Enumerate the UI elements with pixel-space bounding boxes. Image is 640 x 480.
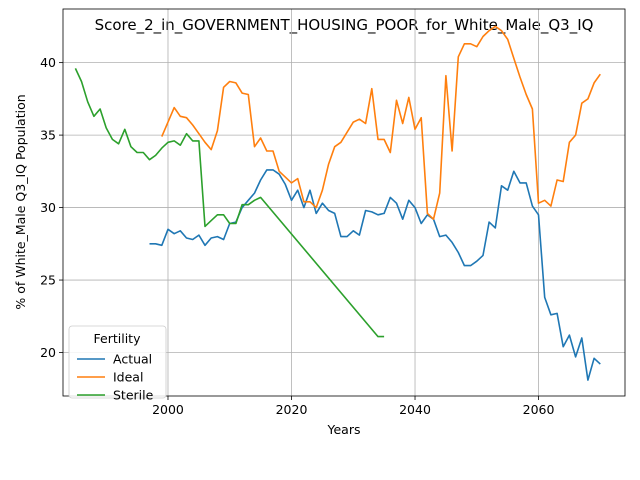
- legend-label-actual: Actual: [113, 352, 152, 367]
- series-layer: [74, 25, 601, 381]
- legend-box: [68, 325, 167, 399]
- x-axis: 2000 2020 2040 2060: [152, 396, 554, 417]
- chart-title: Score_2_in_GOVERNMENT_HOUSING_POOR_for_W…: [95, 16, 594, 35]
- y-tick-label: 35: [40, 128, 56, 143]
- series-line-ideal: [161, 25, 601, 220]
- x-tick-label: 2060: [523, 402, 555, 417]
- y-tick-label: 25: [40, 273, 56, 288]
- grid: [63, 9, 625, 396]
- x-tick-label: 2040: [399, 402, 431, 417]
- x-tick-label: 2000: [152, 402, 184, 417]
- y-axis-label: % of White_Male Q3_IQ Population: [13, 94, 28, 309]
- legend: Fertility Actual Ideal Sterile: [68, 325, 167, 403]
- plot-frame: [62, 8, 626, 397]
- y-tick-label: 20: [40, 345, 56, 360]
- legend-label-ideal: Ideal: [113, 370, 143, 385]
- y-axis: 20 25 30 35 40: [40, 55, 63, 360]
- y-tick-label: 40: [40, 55, 56, 70]
- y-tick-label: 30: [40, 200, 56, 215]
- x-tick-label: 2020: [276, 402, 308, 417]
- legend-label-sterile: Sterile: [113, 388, 154, 403]
- series-line-sterile: [74, 68, 385, 338]
- x-axis-label: Years: [327, 422, 361, 437]
- series-line-actual: [149, 169, 601, 381]
- legend-title: Fertility: [94, 331, 142, 346]
